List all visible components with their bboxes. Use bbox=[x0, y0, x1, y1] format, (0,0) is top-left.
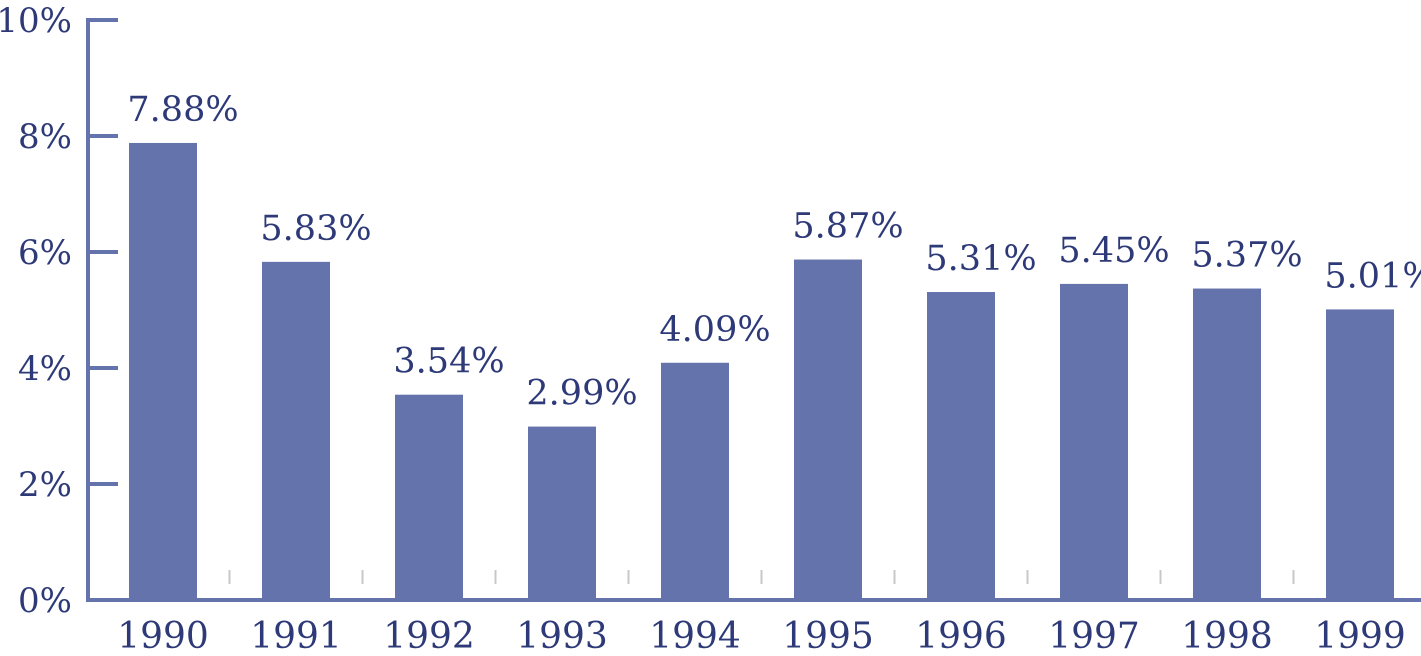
data-label-1992: 3.54% bbox=[393, 342, 504, 382]
y-tick-label-10: 10% bbox=[0, 1, 72, 41]
bar-1997 bbox=[1060, 283, 1128, 600]
x-label-1991: 1991 bbox=[250, 616, 342, 656]
x-label-1992: 1992 bbox=[383, 616, 475, 656]
data-label-1999: 5.01% bbox=[1324, 256, 1421, 296]
y-tick-label-2: 2% bbox=[18, 465, 72, 505]
x-label-1993: 1993 bbox=[516, 616, 608, 656]
x-label-1990: 1990 bbox=[117, 616, 209, 656]
bar-1993 bbox=[528, 426, 596, 600]
y-tick-label-4: 4% bbox=[18, 349, 72, 389]
x-label-1995: 1995 bbox=[782, 616, 874, 656]
x-label-1996: 1996 bbox=[915, 616, 1007, 656]
y-axis-tick-labels: 0% 2% 4% 6% 8% 10% bbox=[0, 1, 72, 621]
data-label-1993: 2.99% bbox=[526, 374, 637, 414]
bar-1994 bbox=[661, 362, 729, 600]
x-label-1997: 1997 bbox=[1048, 616, 1140, 656]
data-label-1998: 5.37% bbox=[1191, 236, 1302, 276]
data-label-1990: 7.88% bbox=[127, 90, 238, 130]
bars bbox=[129, 142, 1394, 600]
bar-1990 bbox=[129, 142, 197, 600]
bar-1996 bbox=[927, 292, 995, 600]
x-label-1998: 1998 bbox=[1181, 616, 1273, 656]
data-label-1995: 5.87% bbox=[792, 207, 903, 247]
x-axis-minor-ticks bbox=[228, 570, 1295, 584]
bar-1999 bbox=[1326, 309, 1394, 600]
bar-1998 bbox=[1193, 288, 1261, 600]
x-label-1994: 1994 bbox=[649, 616, 741, 656]
y-tick-label-6: 6% bbox=[18, 233, 72, 273]
data-labels: 7.88% 5.83% 3.54% 2.99% 4.09% 5.87% 5.31% 5.45%… bbox=[127, 90, 1421, 414]
bar-1995 bbox=[794, 259, 862, 600]
data-label-1997: 5.45% bbox=[1058, 231, 1169, 271]
y-tick-label-0: 0% bbox=[18, 581, 72, 621]
y-tick-label-8: 8% bbox=[18, 117, 72, 157]
data-label-1994: 4.09% bbox=[659, 310, 770, 350]
bar-1991 bbox=[262, 261, 330, 600]
data-label-1996: 5.31% bbox=[925, 239, 1036, 279]
data-label-1991: 5.83% bbox=[260, 209, 371, 249]
x-label-1999: 1999 bbox=[1314, 616, 1406, 656]
y-axis-ticks bbox=[88, 18, 118, 602]
x-axis-category-labels: 1990 1991 1992 1993 1994 1995 1996 1997 1998 1999 bbox=[117, 616, 1406, 656]
bar-1992 bbox=[395, 394, 463, 600]
